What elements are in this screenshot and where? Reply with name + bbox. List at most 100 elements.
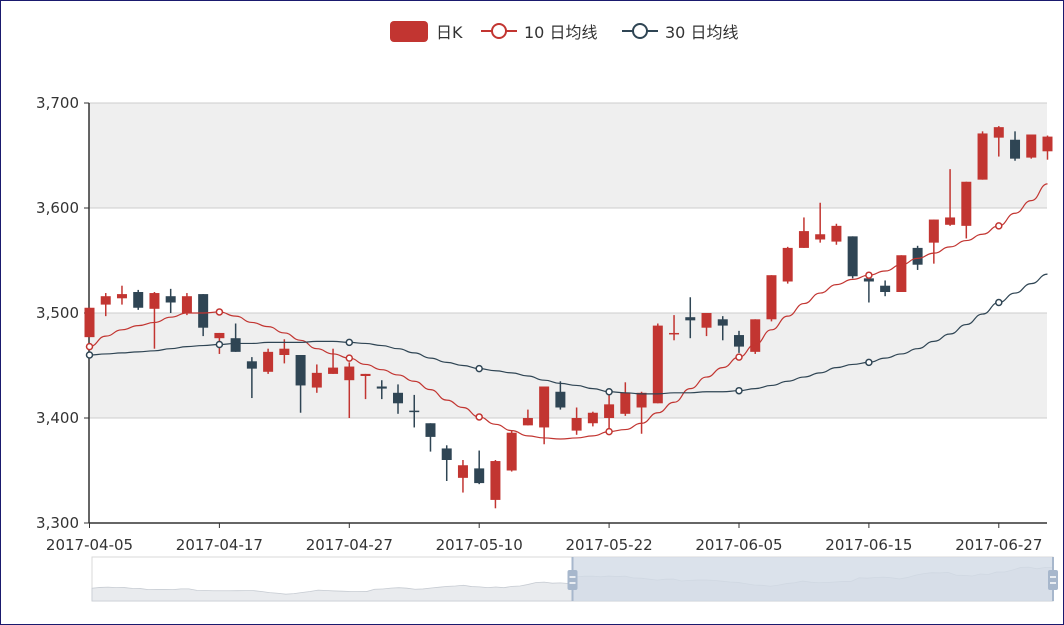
legend-label-ma10: 10 日均线 bbox=[524, 23, 597, 42]
x-tick-label: 2017-06-27 bbox=[955, 536, 1042, 554]
candle-up[interactable] bbox=[669, 315, 680, 341]
candle-up[interactable] bbox=[896, 255, 907, 292]
ma30-marker[interactable] bbox=[605, 388, 613, 396]
candle-up[interactable] bbox=[604, 389, 615, 429]
candle-up[interactable] bbox=[750, 319, 761, 354]
candle-up[interactable] bbox=[539, 386, 550, 445]
ma10-legend-circle-icon bbox=[491, 23, 507, 39]
candle-up[interactable] bbox=[977, 131, 988, 180]
data-zoom-slider[interactable] bbox=[91, 556, 1058, 602]
candle-down[interactable] bbox=[425, 423, 436, 452]
candle-down[interactable] bbox=[165, 288, 176, 313]
candle-up[interactable] bbox=[506, 430, 517, 472]
candle-down[interactable] bbox=[198, 294, 209, 337]
ma30-marker[interactable] bbox=[475, 364, 483, 373]
candle-up[interactable] bbox=[961, 181, 972, 239]
candle-up[interactable] bbox=[84, 307, 95, 338]
candle-up[interactable] bbox=[652, 323, 663, 404]
candle-up[interactable] bbox=[766, 275, 777, 322]
split-area-bands bbox=[89, 103, 1047, 523]
candle-up[interactable] bbox=[522, 409, 533, 426]
candle-up[interactable] bbox=[263, 348, 274, 374]
candle-down[interactable] bbox=[733, 330, 744, 353]
ma10-line bbox=[89, 183, 1048, 440]
candle-up[interactable] bbox=[344, 362, 355, 418]
candle-down[interactable] bbox=[847, 236, 858, 279]
candle-up[interactable] bbox=[636, 391, 647, 434]
legend-label-ma30: 30 日均线 bbox=[665, 23, 738, 42]
candles bbox=[84, 126, 1053, 509]
candle-down[interactable] bbox=[717, 316, 728, 341]
ma10-marker[interactable] bbox=[475, 413, 483, 421]
candle-down[interactable] bbox=[230, 323, 241, 352]
ma10-marker[interactable] bbox=[605, 427, 613, 436]
candle-up[interactable] bbox=[815, 202, 826, 243]
candle-up[interactable] bbox=[181, 293, 192, 316]
candle-down[interactable] bbox=[393, 384, 404, 414]
candle-up[interactable] bbox=[360, 373, 371, 400]
x-tick-label: 2017-05-10 bbox=[436, 536, 523, 554]
candle-up[interactable] bbox=[701, 313, 712, 337]
candle-down[interactable] bbox=[409, 394, 420, 428]
candle-up[interactable] bbox=[571, 407, 582, 435]
data-zoom-end-handle[interactable] bbox=[1048, 557, 1058, 601]
candle-down[interactable] bbox=[133, 289, 144, 310]
ma10-marker[interactable] bbox=[85, 342, 94, 351]
candle-up[interactable] bbox=[311, 364, 322, 393]
candle-down[interactable] bbox=[1010, 131, 1021, 161]
ma30-marker[interactable] bbox=[85, 351, 94, 359]
candle-up[interactable] bbox=[279, 339, 290, 364]
candle-up[interactable] bbox=[620, 382, 631, 416]
ma10-marker[interactable] bbox=[995, 222, 1003, 230]
candle-up[interactable] bbox=[1042, 135, 1053, 160]
candle-up[interactable] bbox=[782, 246, 793, 284]
x-tick-label: 2017-06-15 bbox=[825, 536, 912, 554]
candle-up[interactable] bbox=[798, 217, 809, 248]
ma10-marker[interactable] bbox=[865, 271, 873, 279]
legend-item-ma30[interactable]: 30 日均线 bbox=[622, 23, 738, 42]
candle-down[interactable] bbox=[295, 355, 306, 413]
candle-up[interactable] bbox=[116, 285, 127, 305]
legend-item-daily-k[interactable]: 日K bbox=[390, 21, 463, 42]
ma10-marker[interactable] bbox=[735, 353, 743, 361]
candle-up[interactable] bbox=[587, 411, 598, 427]
candle-up[interactable] bbox=[928, 219, 939, 264]
candle-up[interactable] bbox=[100, 293, 111, 317]
y-axis: 3,300 3,400 3,500 3,600 3,700 bbox=[36, 94, 90, 532]
split-band bbox=[89, 103, 1047, 208]
y-tick-label: 3,300 bbox=[36, 514, 79, 532]
candle-down[interactable] bbox=[880, 280, 891, 297]
data-zoom-selected-range[interactable] bbox=[572, 557, 1054, 601]
ma10-marker[interactable] bbox=[345, 354, 354, 362]
ma30-marker[interactable] bbox=[995, 298, 1003, 307]
candle-down[interactable] bbox=[555, 381, 566, 410]
x-tick-label: 2017-04-05 bbox=[46, 536, 133, 554]
candle-up[interactable] bbox=[831, 223, 842, 245]
ma10-marker[interactable] bbox=[215, 308, 224, 316]
candle-up[interactable] bbox=[328, 348, 339, 374]
x-tick-label: 2017-04-27 bbox=[306, 536, 393, 554]
candle-up[interactable] bbox=[457, 460, 468, 493]
candle-up[interactable] bbox=[490, 460, 501, 509]
ma30-marker[interactable] bbox=[865, 358, 873, 367]
candle-down[interactable] bbox=[246, 357, 257, 399]
data-zoom-start-handle[interactable] bbox=[567, 557, 578, 601]
split-band bbox=[89, 418, 1047, 523]
candle-down[interactable] bbox=[474, 450, 485, 485]
legend-item-ma10[interactable]: 10 日均线 bbox=[481, 23, 597, 42]
y-tick-label: 3,500 bbox=[36, 304, 79, 322]
ma30-marker[interactable] bbox=[345, 338, 354, 347]
x-tick-label: 2017-04-17 bbox=[176, 536, 263, 554]
candle-down[interactable] bbox=[685, 297, 696, 339]
candle-down[interactable] bbox=[441, 445, 452, 481]
moving-average-lines bbox=[85, 183, 1048, 440]
candle-up[interactable] bbox=[945, 169, 956, 226]
candle-up[interactable] bbox=[1026, 134, 1037, 159]
split-band bbox=[89, 313, 1047, 418]
candle-up[interactable] bbox=[993, 126, 1004, 157]
ma30-marker[interactable] bbox=[735, 386, 743, 395]
candle-up[interactable] bbox=[149, 292, 160, 349]
candle-down[interactable] bbox=[376, 380, 387, 400]
ma30-marker[interactable] bbox=[215, 340, 224, 349]
